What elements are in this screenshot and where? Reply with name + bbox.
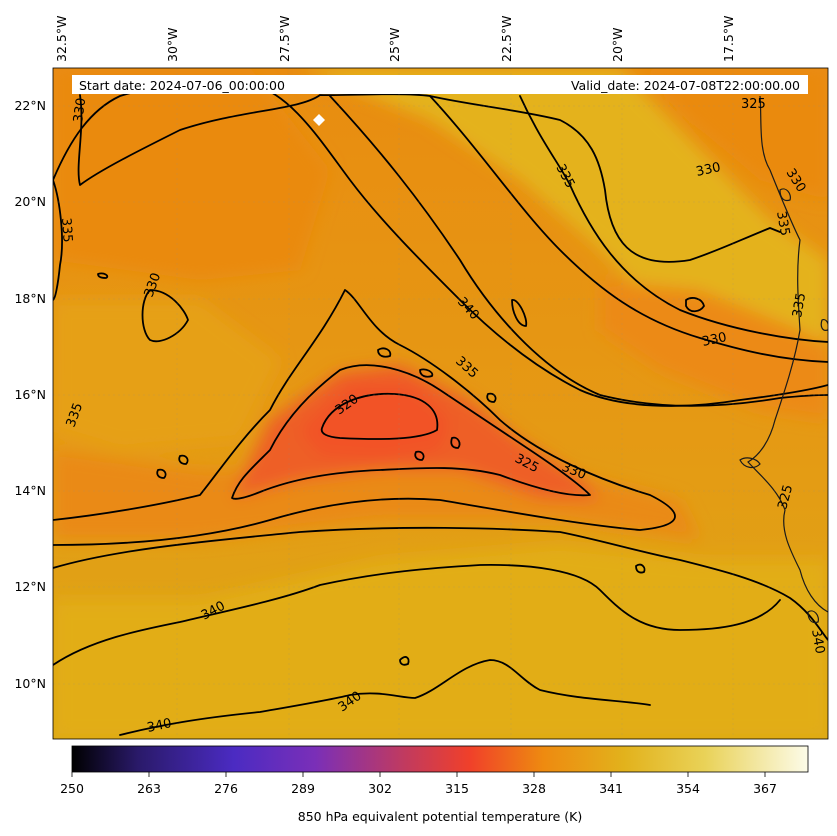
latitude-labels: 22°N 20°N 18°N 16°N 14°N 12°N 10°N [14, 98, 46, 691]
contour-small-islet-2 [635, 563, 646, 574]
contour-small-islet-5 [377, 347, 392, 358]
contour-330-east [429, 95, 828, 363]
lat-label: 18°N [14, 291, 46, 306]
contour-small-islet-9 [450, 436, 461, 449]
colorbar-tick-label: 302 [368, 781, 392, 796]
colorbar-ticks [71, 772, 766, 777]
contour-label: 335 [58, 217, 75, 243]
contour-label: 325 [741, 97, 766, 112]
warm-band-south [53, 545, 828, 739]
lat-label: 16°N [14, 387, 46, 402]
colorbar-label: 850 hPa equivalent potential temperature… [298, 809, 582, 824]
colorbar-tick-label: 341 [599, 781, 623, 796]
colorbar-tick-label: 263 [137, 781, 161, 796]
contour-small-islet-8 [156, 468, 167, 479]
lat-label: 10°N [14, 676, 46, 691]
contour-label: 335 [773, 210, 792, 237]
orange-east-band [600, 280, 828, 420]
colorbar-gradient [71, 745, 809, 773]
colorbar-tick-label: 315 [445, 781, 469, 796]
lat-label: 14°N [14, 483, 46, 498]
red-core-inner [300, 385, 450, 460]
colorbar-tick-label: 276 [214, 781, 238, 796]
contour-330-west-blob [141, 289, 189, 343]
contour-340-south-mid [53, 563, 781, 666]
orange-northwest [53, 68, 330, 280]
contour-small-islet-3 [511, 299, 528, 327]
contour-340-north [329, 95, 828, 407]
contour-label: 330 [701, 330, 728, 350]
contour-east-blob [685, 297, 705, 313]
longitude-labels: 32.5°W 30°W 27.5°W 25°W 22.5°W 20°W 17.5… [54, 16, 736, 62]
colorbar-tick-label: 250 [60, 781, 84, 796]
valid-date: Valid_date: 2024-07-08T22:00:00.00 [571, 78, 800, 93]
contour-340-south-upper [53, 526, 828, 641]
contour-335-east [519, 95, 828, 343]
lon-label: 22.5°W [499, 16, 514, 62]
contour-small-islet-11 [486, 392, 497, 403]
contour-small-islet-6 [419, 368, 434, 378]
header-band [72, 75, 808, 94]
contour-325-core [231, 364, 591, 500]
contour-label: 330 [71, 97, 89, 124]
lat-label: 20°N [14, 194, 46, 209]
orange-northeast [640, 68, 828, 200]
coast-islands [779, 188, 828, 624]
contour-340-south-low [119, 659, 651, 736]
lat-label: 22°N [14, 98, 46, 113]
lon-label: 27.5°W [277, 16, 292, 62]
contour-small-islet-10 [414, 450, 425, 461]
contour-small-islet-1 [399, 656, 410, 666]
gridlines [53, 68, 828, 739]
map-panel: 330 335 330 335 320 340 335 335 325 330 … [53, 68, 828, 739]
lon-label: 25°W [387, 27, 402, 62]
contour-small-islet-7 [178, 454, 189, 465]
colorbar-tick-label: 289 [291, 781, 315, 796]
map-frame [52, 67, 829, 740]
contour-label: 335 [790, 292, 809, 319]
contour-335-north [53, 179, 63, 301]
contour-lines [53, 83, 828, 736]
contour-label: 340 [146, 716, 173, 736]
start-date: Start date: 2024-07-06_00:00:00 [79, 78, 285, 93]
lon-label: 17.5°W [721, 16, 736, 62]
cape-verde-coast [739, 457, 761, 469]
west-africa-coast [747, 95, 828, 613]
contour-330-core [53, 289, 676, 546]
contour-label: 340 [808, 628, 827, 655]
contour-320-core [320, 392, 439, 440]
contour-label: 325 [775, 483, 796, 511]
colorbar-tick-label: 328 [522, 781, 546, 796]
contour-label: 330 [695, 160, 722, 180]
lon-label: 30°W [165, 27, 180, 62]
colorbar-tick-labels: 250 263 276 289 302 315 328 341 354 367 [60, 781, 777, 796]
lat-label: 12°N [14, 579, 46, 594]
colorbar-tick-label: 367 [753, 781, 777, 796]
lon-label: 32.5°W [54, 16, 69, 62]
orange-lowlands [53, 300, 280, 450]
lon-label: 20°W [610, 27, 625, 62]
coastline [739, 95, 828, 624]
marker-diamond-icon [313, 114, 325, 126]
contour-small-islet-4 [97, 272, 109, 279]
temperature-field [53, 68, 828, 739]
colorbar-tick-label: 354 [676, 781, 700, 796]
colorbar: 250 263 276 289 302 315 328 341 354 367 … [60, 745, 809, 824]
